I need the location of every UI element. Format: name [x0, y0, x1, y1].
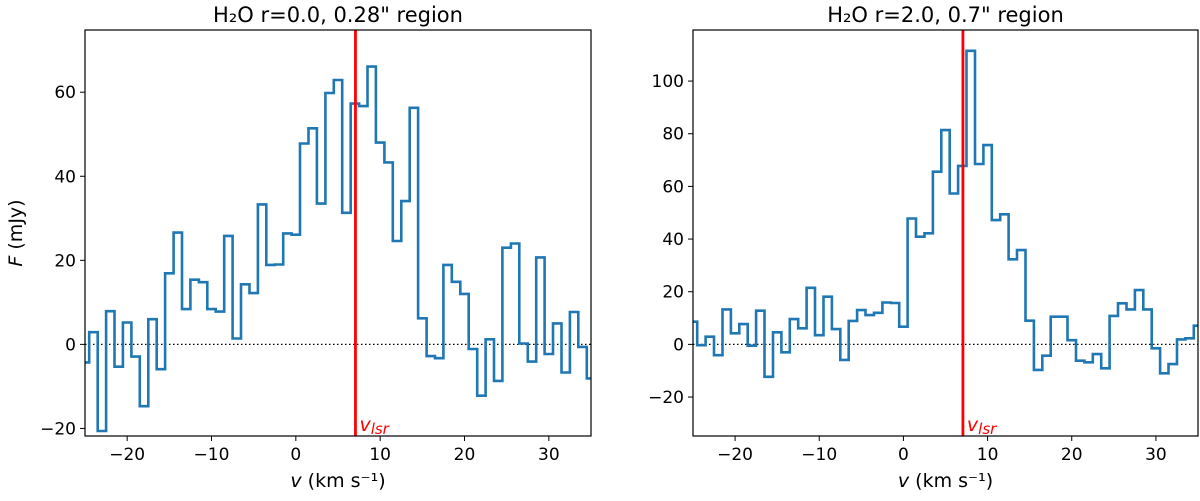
x-axis-label-unit: (km s⁻¹)	[302, 470, 386, 492]
y-tick-label: 40	[662, 230, 684, 250]
vlsr-label-main: v	[359, 414, 371, 436]
x-tick-label: −10	[801, 445, 837, 465]
x-axis-label-var: v	[898, 470, 910, 492]
y-axis-label: F (mJy)	[5, 199, 27, 266]
x-tick-label: 20	[1061, 445, 1083, 465]
x-axis-label-unit: (km s⁻¹)	[909, 470, 993, 492]
x-tick-label: 0	[898, 445, 909, 465]
x-tick-label: −20	[717, 445, 753, 465]
x-tick-label: −10	[194, 445, 230, 465]
x-tick-label: 0	[290, 445, 301, 465]
y-tick-label: 40	[54, 167, 76, 187]
vlsr-label: vlsr	[967, 414, 997, 438]
axes-frame	[692, 29, 1199, 437]
spectrum-step-line	[85, 65, 591, 433]
y-tick-label: 0	[65, 335, 76, 355]
x-tick-label: 30	[538, 445, 560, 465]
x-tick-label: 30	[1145, 445, 1167, 465]
chart-title: H₂O r=2.0, 0.7" region	[827, 3, 1064, 27]
chart-title: H₂O r=0.0, 0.28" region	[213, 3, 463, 27]
y-tick-label: 80	[662, 125, 684, 145]
y-tick-label: 100	[652, 72, 684, 92]
x-axis-label: v (km s⁻¹)	[290, 470, 385, 492]
y-tick-label: −20	[40, 419, 76, 439]
y-axis-label-unit: (mJy)	[5, 199, 27, 255]
vlsr-label: vlsr	[359, 414, 389, 438]
y-tick-label: 60	[54, 83, 76, 103]
x-tick-label: 10	[977, 445, 999, 465]
x-axis-label-var: v	[290, 470, 302, 492]
y-tick-label: 0	[673, 335, 684, 355]
spectrum-step-line	[693, 49, 1198, 379]
x-tick-label: 10	[369, 445, 391, 465]
x-axis-label: v (km s⁻¹)	[898, 470, 993, 492]
y-axis-label-var: F	[5, 255, 27, 267]
x-tick-label: −20	[109, 445, 145, 465]
y-tick-label: 20	[54, 251, 76, 271]
y-tick-label: 20	[662, 283, 684, 303]
y-tick-label: 60	[662, 177, 684, 197]
y-tick-label: −20	[648, 388, 684, 408]
vlsr-label-main: v	[967, 414, 979, 436]
vlsr-label-subscript: lsr	[978, 420, 997, 438]
vlsr-label-subscript: lsr	[371, 420, 390, 438]
x-tick-label: 20	[454, 445, 476, 465]
axes-frame	[84, 29, 592, 437]
